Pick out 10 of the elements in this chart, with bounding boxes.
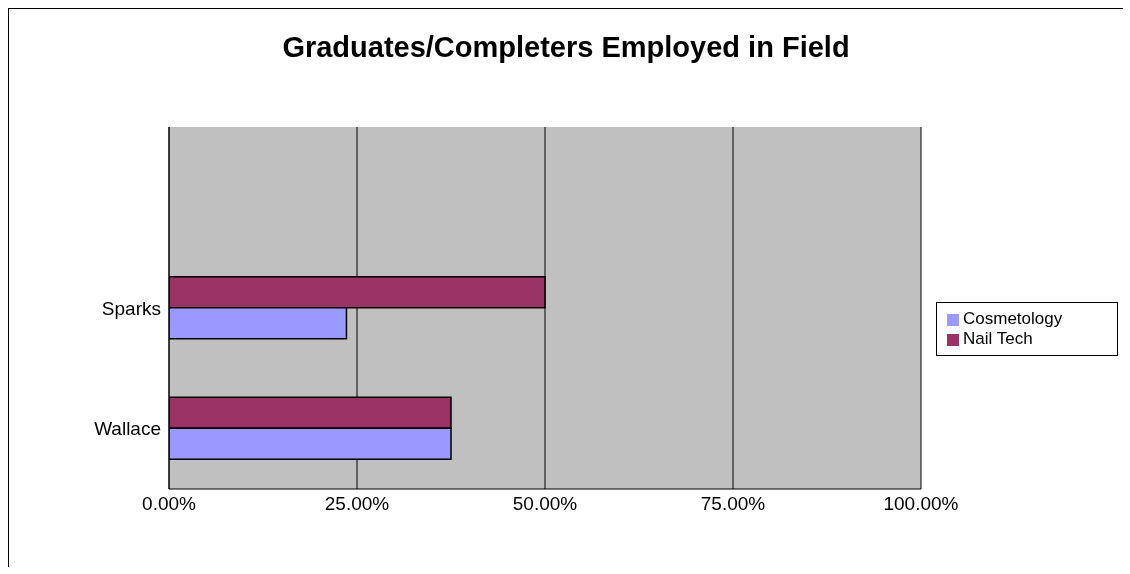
x-tick-label: 100.00%: [883, 493, 959, 515]
legend-label: Nail Tech: [963, 329, 1033, 348]
x-tick-label: 50.00%: [512, 493, 578, 515]
x-tick-label: 75.00%: [700, 493, 766, 515]
x-tick-label: 0.00%: [142, 493, 197, 515]
chart-title: Graduates/Completers Employed in Field: [281, 31, 851, 64]
y-tick-label: Sparks: [101, 297, 161, 319]
legend-label: Cosmetology: [963, 309, 1063, 328]
x-tick-label: 25.00%: [324, 493, 390, 515]
y-tick-label: Wallace: [94, 418, 161, 440]
